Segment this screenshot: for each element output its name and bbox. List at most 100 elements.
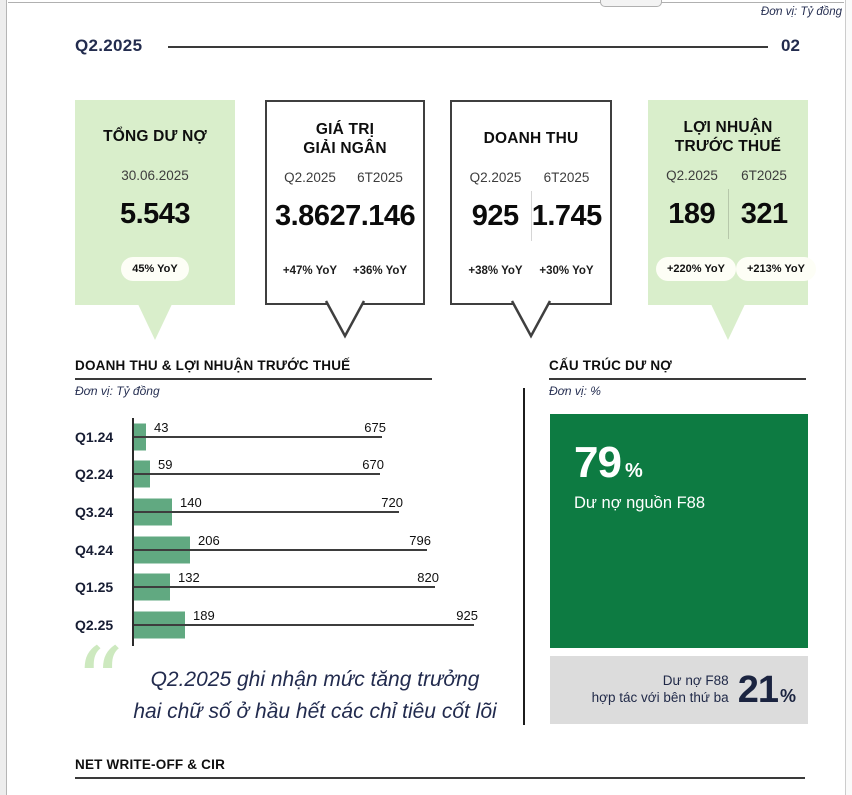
revenue-value-label: 820: [417, 570, 439, 586]
thirdparty-label-line1: Dư nợ F88: [662, 673, 729, 689]
card-yoy-badge: 45% YoY: [121, 257, 189, 281]
card-value: 189: [668, 197, 716, 230]
card-title: LỢI NHUẬN TRƯỚC THUẾ: [674, 118, 782, 155]
card-tail: [710, 302, 746, 340]
chart-plot-area: 59 670: [134, 456, 495, 494]
revenue-line: [134, 548, 427, 551]
chart-plot-area: 189 925: [134, 606, 495, 644]
card-period-label: 6T2025: [357, 170, 403, 185]
card-period-label: Q2.2025: [469, 170, 522, 185]
quote-line2: hai chữ số ở hầu hết các chỉ tiêu cốt lõ…: [133, 699, 497, 723]
revenue-profit-chart: Q1.24 43 675 Q2.24 59 670 Q3.24 140 720 Q4.24 206 7…: [75, 414, 495, 650]
card-tail: [510, 300, 552, 339]
f88-share-box: 79 % Dư nợ nguồn F88: [550, 414, 808, 648]
card-value: 1.745: [531, 199, 603, 232]
f88-share-label: Dư nợ nguồn F88: [574, 494, 706, 512]
card-yoy-badge: +38% YoY: [468, 265, 523, 277]
card-value-divider: [727, 189, 729, 239]
chart-category-label: Q3.24: [75, 503, 114, 520]
card-period-label: Q2.2025: [284, 170, 336, 185]
section-unit-revenue-profit: Đơn vị: Tỷ đồng: [75, 384, 160, 398]
card-period-label: 6T2025: [543, 170, 590, 185]
quote-block: “ Q2.2025 ghi nhận mức tăng trưởng hai c…: [75, 636, 520, 731]
page-title: Q2.2025: [75, 36, 143, 55]
chart-row-Q4.24: Q4.24 206 796: [75, 531, 495, 569]
chart-row-Q2.24: Q2.24 59 670: [75, 456, 495, 494]
thirdparty-share-box: Dư nợ F88 hợp tác với bên thứ ba 21 %: [550, 656, 808, 724]
quote-mark-icon: “: [75, 628, 124, 738]
profit-value-label: 43: [154, 419, 169, 435]
thirdparty-percent-sign: %: [779, 685, 796, 706]
profit-value-label: 132: [178, 570, 200, 586]
f88-share-percent-sign: %: [624, 460, 643, 482]
profit-value-label: 140: [180, 494, 202, 510]
page-edge-left: [0, 0, 7, 795]
chart-row-Q1.25: Q1.25 132 820: [75, 568, 495, 606]
section-unit-structure: Đơn vị: %: [549, 384, 601, 398]
card-yoy-badge: +47% YoY: [282, 265, 338, 277]
card-title: TỔNG DƯ NỢ: [103, 128, 207, 146]
card-value: 925: [471, 199, 519, 232]
section-heading-structure: CẤU TRÚC DƯ NỢ: [549, 358, 806, 380]
stat-card-0: TỔNG DƯ NỢ 30.06.2025 5.543 45% YoY: [75, 100, 235, 340]
profit-value-label: 189: [193, 607, 215, 623]
card-yoy-badge: +36% YoY: [352, 265, 408, 277]
revenue-value-label: 675: [364, 419, 386, 435]
stat-card-1: GIÁ TRỊ GIẢI NGÂN Q2.2025 6T2025 3.862 7.146 +…: [265, 100, 425, 339]
card-tail: [137, 302, 173, 340]
chart-axis: [132, 418, 134, 646]
stat-card-2: DOANH THU Q2.2025 6T2025 925 1.745 +38% YoY +3…: [450, 100, 612, 339]
card-period-label: Q2.2025: [666, 168, 718, 183]
card-yoy-badge: +220% YoY: [656, 257, 736, 281]
chart-category-label: Q1.24: [75, 428, 114, 445]
revenue-value-label: 925: [456, 607, 478, 623]
chart-row-Q2.25: Q2.25 189 925: [75, 606, 495, 644]
chart-category-label: Q2.25: [75, 616, 114, 633]
chart-plot-area: 206 796: [134, 531, 495, 569]
card-yoy-badge: +213% YoY: [736, 257, 816, 281]
card-value: 7.146: [345, 199, 416, 232]
top-border-line: [8, 2, 844, 3]
chart-plot-area: 132 820: [134, 568, 495, 606]
f88-share-number: 79: [574, 438, 622, 487]
thirdparty-share-label: Dư nợ F88 hợp tác với bên thứ ba: [592, 673, 729, 707]
card-title: DOANH THU: [483, 130, 579, 148]
revenue-line: [134, 473, 380, 476]
top-tab: [600, 0, 662, 7]
chart-category-label: Q4.24: [75, 541, 114, 558]
card-tail: [324, 300, 366, 339]
card-value: 3.862: [275, 199, 346, 232]
profit-value-label: 59: [158, 457, 173, 473]
revenue-line: [134, 623, 474, 626]
revenue-line: [134, 435, 382, 438]
section-divider: [523, 388, 525, 725]
card-value-divider: [530, 191, 532, 241]
quote-text: Q2.2025 ghi nhận mức tăng trưởng hai chữ…: [110, 652, 520, 727]
card-period-label: 6T2025: [741, 168, 787, 183]
thirdparty-share-number: 21: [737, 668, 779, 711]
f88-share-value: 79 %: [574, 438, 784, 488]
chart-row-Q3.24: Q3.24 140 720: [75, 493, 495, 531]
section-heading-revenue-profit: DOANH THU & LỢI NHUẬN TRƯỚC THUẾ: [75, 358, 432, 380]
stat-card-3: LỢI NHUẬN TRƯỚC THUẾ Q2.2025 6T2025 189 321 +2…: [648, 100, 816, 340]
header-rule: [168, 46, 768, 48]
card-title: GIÁ TRỊ GIẢI NGÂN: [303, 120, 387, 157]
chart-row-Q1.24: Q1.24 43 675: [75, 418, 495, 456]
quote-line1: Q2.2025 ghi nhận mức tăng trưởng: [150, 668, 480, 691]
card-period-label: 30.06.2025: [121, 168, 189, 183]
chart-plot-area: 140 720: [134, 493, 495, 531]
page-edge-right: [845, 0, 852, 795]
chart-plot-area: 43 675: [134, 418, 495, 456]
revenue-value-label: 796: [409, 532, 431, 548]
thirdparty-share-value: 21 %: [738, 669, 796, 712]
chart-category-label: Q1.25: [75, 579, 114, 596]
card-value: 321: [740, 197, 788, 230]
profit-value-label: 206: [198, 532, 220, 548]
unit-note: Đơn vị: Tỷ đồng: [760, 6, 842, 18]
revenue-line: [134, 510, 399, 513]
page-number: 02: [781, 36, 800, 55]
footer-heading-net-writeoff: NET WRITE-OFF & CIR: [75, 757, 805, 779]
revenue-value-label: 670: [362, 457, 384, 473]
thirdparty-label-line2: hợp tác với bên thứ ba: [591, 690, 729, 705]
chart-category-label: Q2.24: [75, 466, 114, 483]
